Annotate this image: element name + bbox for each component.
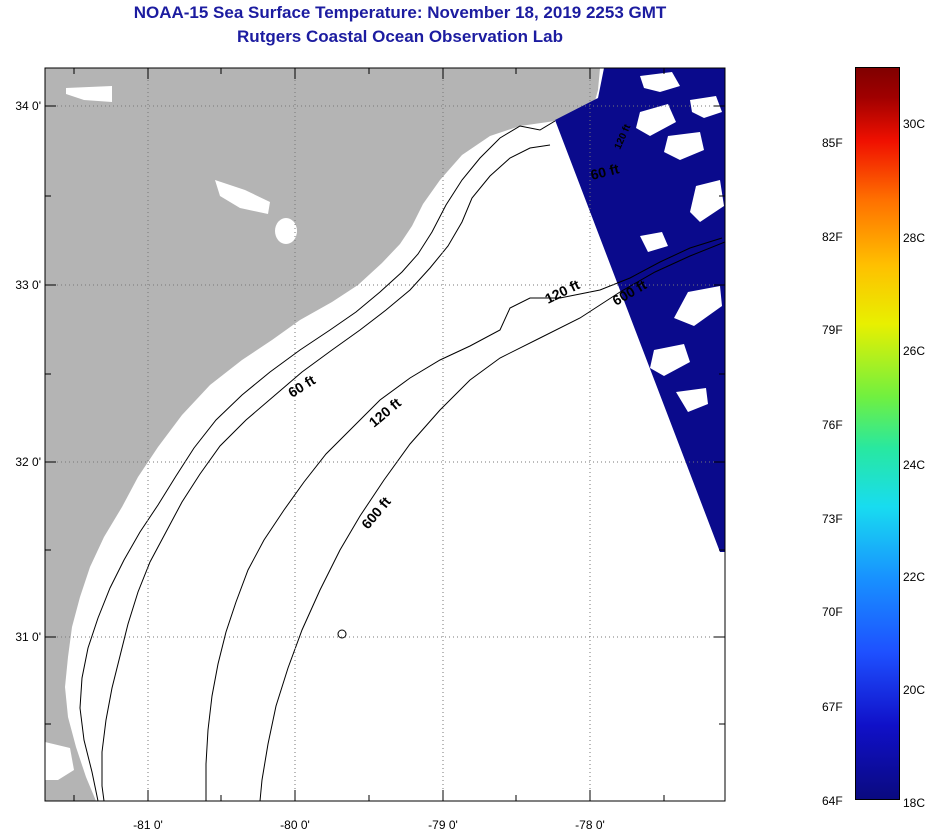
land-gap	[66, 86, 112, 102]
longitude-label: -81 0'	[133, 818, 163, 832]
contour-label: 60 ft	[285, 372, 318, 401]
longitude-label: -79 0'	[428, 818, 458, 832]
longitude-label: -78 0'	[575, 818, 605, 832]
contour-label: 120 ft	[366, 394, 405, 430]
sst-swath	[555, 68, 725, 552]
colorbar-f-label: 76F	[822, 418, 843, 432]
land-area	[45, 68, 600, 801]
colorbar-c-label: 18C	[903, 796, 926, 810]
colorbar-c-label: 22C	[903, 570, 926, 584]
map-frame	[44, 67, 726, 802]
colorbar-c-label: 20C	[903, 683, 926, 697]
colorbar-c-label: 26C	[903, 344, 926, 358]
colorbar-f-label: 64F	[822, 794, 843, 808]
colorbar-f-label: 67F	[822, 700, 843, 714]
map-subtitle: Rutgers Coastal Ocean Observation Lab	[237, 27, 563, 46]
colorbar-c-label: 24C	[903, 458, 926, 472]
latitude-label: 33 0'	[15, 278, 41, 292]
contour-label: 60 ft	[589, 160, 621, 183]
seamount-contour	[337, 629, 347, 639]
colorbar-f-label: 82F	[822, 230, 843, 244]
colorbar-c-label: 30C	[903, 117, 926, 131]
axis-ticks	[45, 68, 725, 801]
cloud-patches	[636, 72, 724, 412]
map-title: NOAA-15 Sea Surface Temperature: Novembe…	[133, 3, 667, 22]
latitude-label: 32 0'	[15, 455, 41, 469]
colorbar-f-label: 85F	[822, 136, 843, 150]
land-gap	[215, 180, 270, 214]
land-gap	[45, 742, 74, 780]
longitude-label: -80 0'	[280, 818, 310, 832]
latitude-label: 31 0'	[15, 630, 41, 644]
temperature-colorbar	[855, 67, 900, 800]
contour-60ft	[101, 144, 551, 801]
coastline	[79, 120, 556, 801]
latitude-label: 34 0'	[15, 99, 41, 113]
colorbar-f-label: 79F	[822, 323, 843, 337]
grid-lines	[45, 68, 725, 801]
contour-label: 600 ft	[358, 493, 394, 532]
contour-120ft	[205, 237, 723, 801]
colorbar-c-label: 28C	[903, 231, 926, 245]
colorbar-f-label: 70F	[822, 605, 843, 619]
land-gap	[275, 218, 297, 244]
contour-label: 120 ft	[542, 276, 582, 307]
colorbar-f-label: 73F	[822, 512, 843, 526]
